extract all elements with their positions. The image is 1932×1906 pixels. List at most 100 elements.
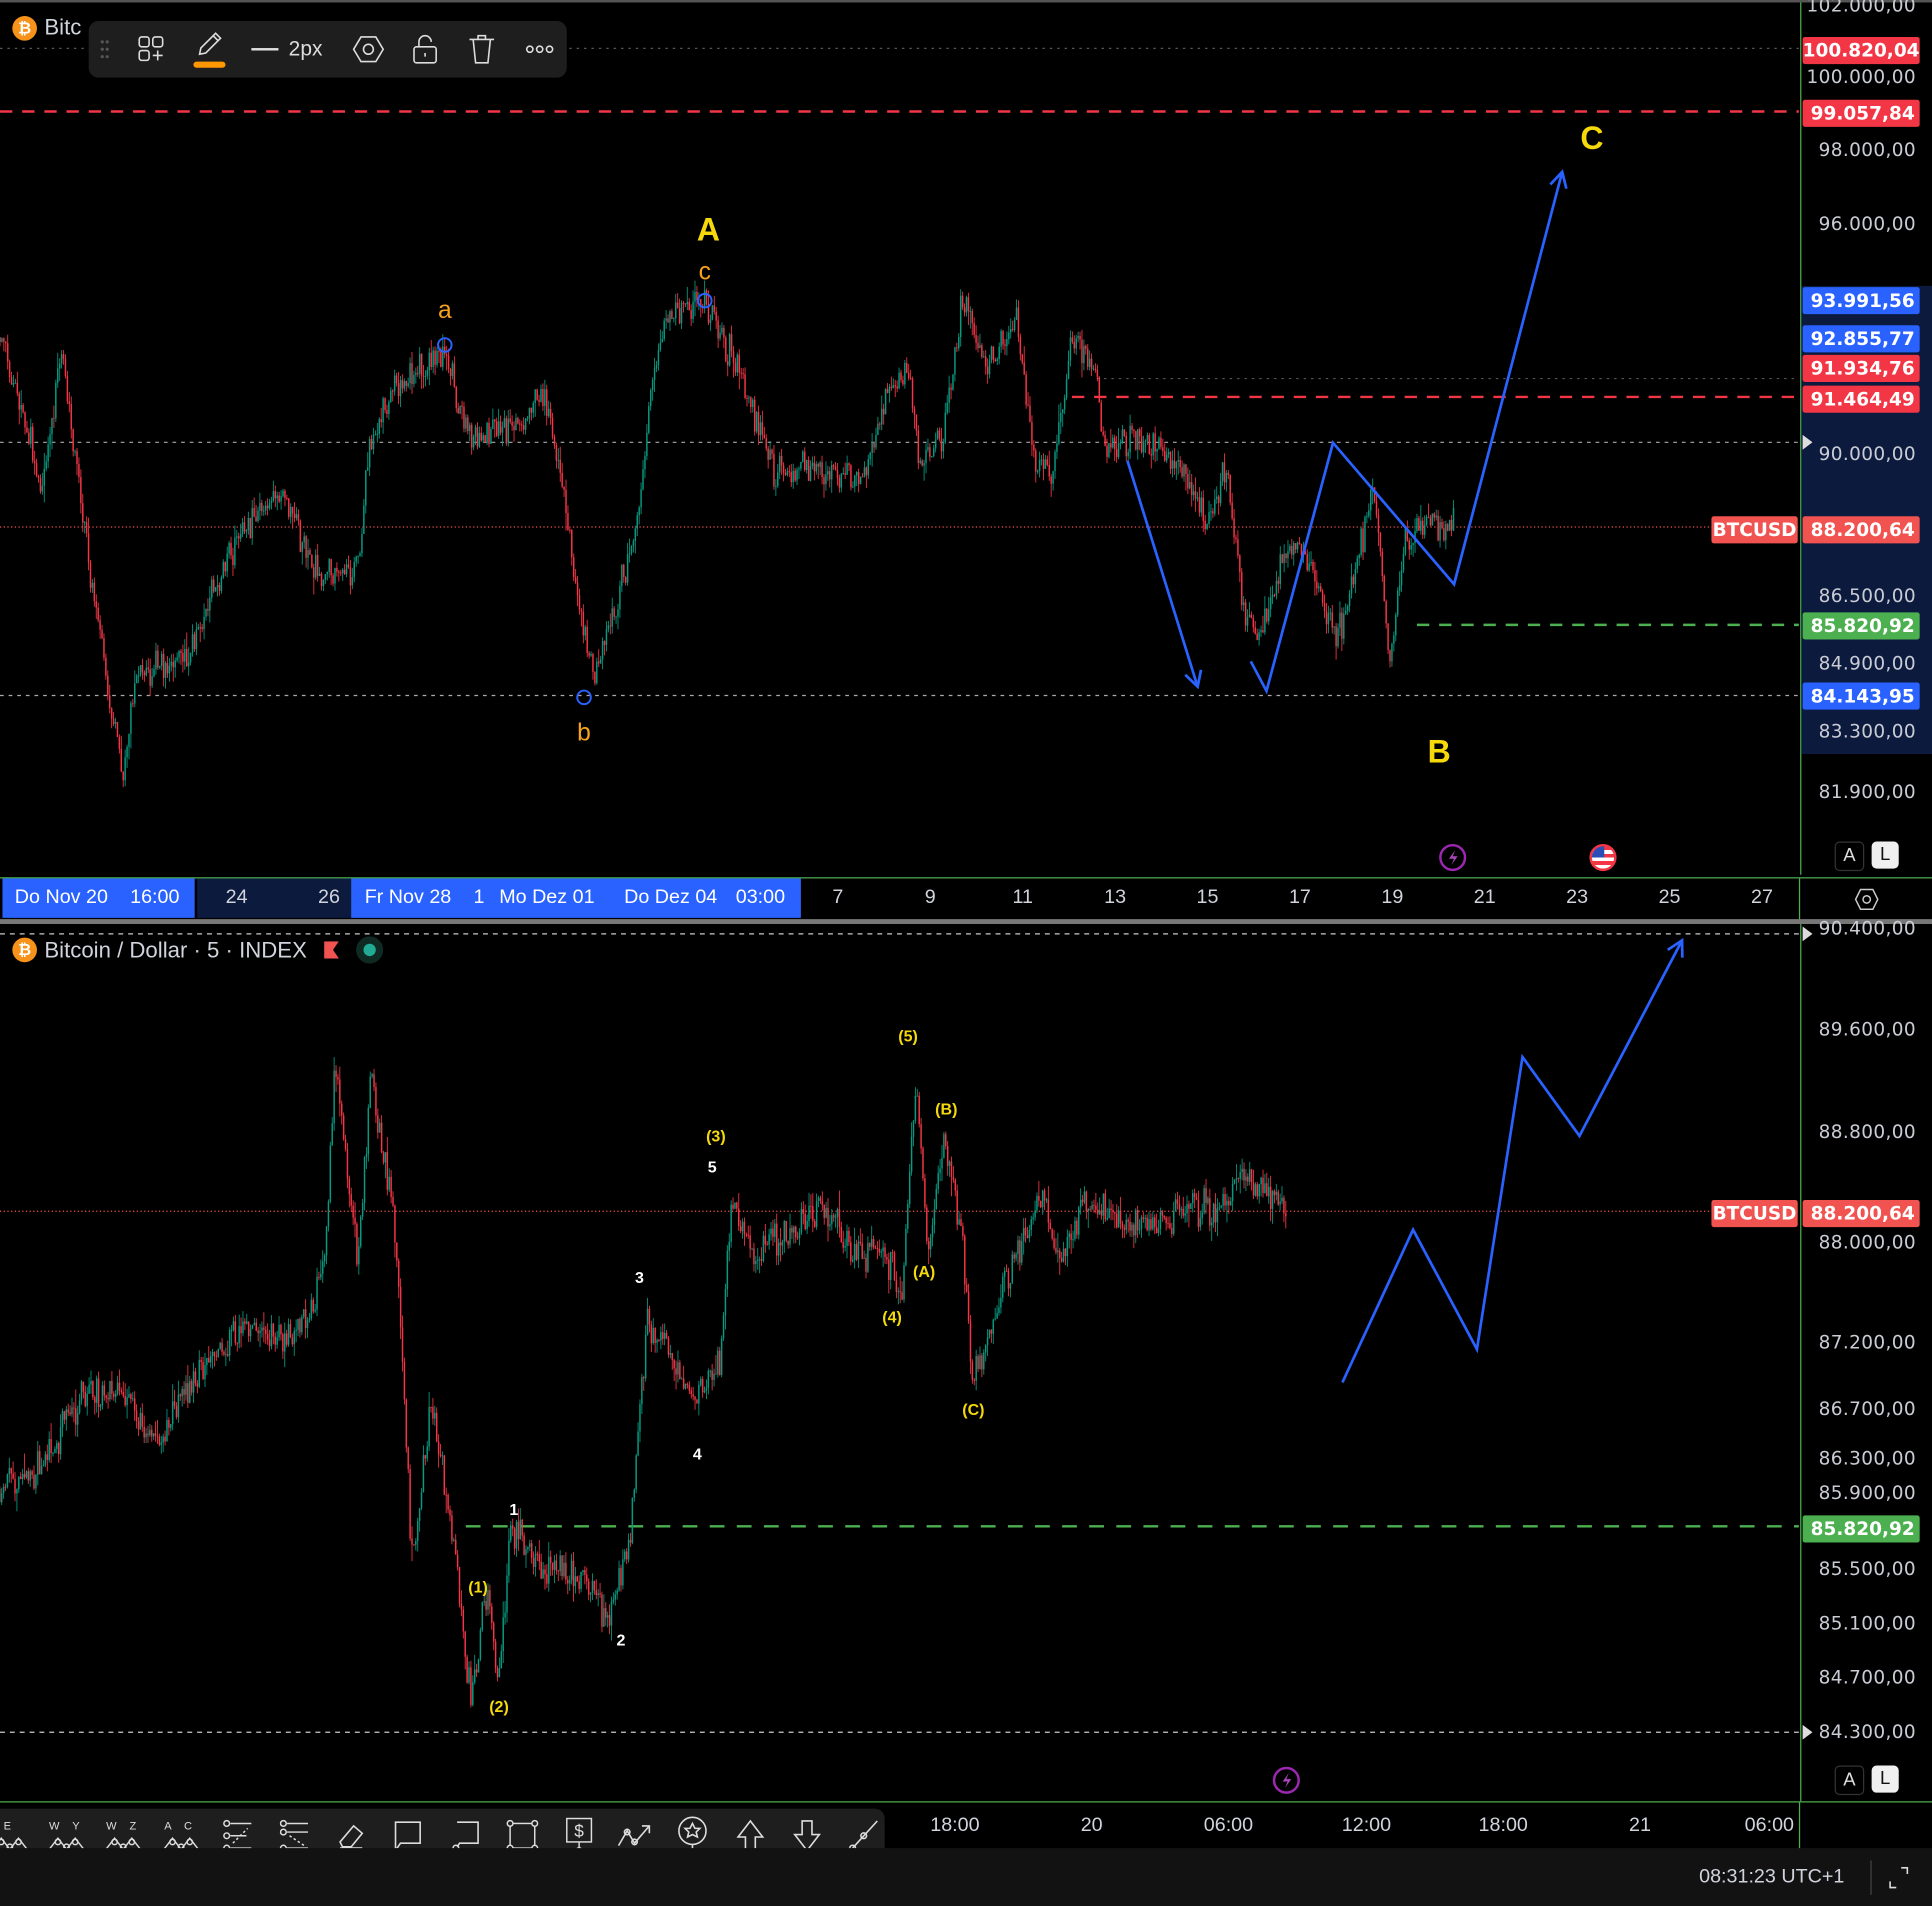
- target-price-label[interactable]: 85.820,92: [1802, 1515, 1920, 1543]
- wave-label-3[interactable]: 3: [635, 1268, 644, 1287]
- candle-body: [1072, 1239, 1074, 1241]
- candle-body: [177, 1394, 180, 1417]
- wave-label-C[interactable]: C: [1580, 119, 1604, 157]
- wave-label-5-paren[interactable]: (5): [898, 1026, 918, 1046]
- wave-label-C-paren[interactable]: (C): [962, 1400, 985, 1419]
- alert-price-label[interactable]: 100.820,04: [1802, 36, 1920, 65]
- pencil-icon[interactable]: [190, 21, 229, 78]
- alert-price-label[interactable]: 91.464,49: [1802, 385, 1920, 413]
- candle-body: [234, 1321, 237, 1343]
- range-price-label[interactable]: 84.143,95: [1802, 682, 1920, 710]
- tool-trend-arrow[interactable]: [611, 1809, 660, 1868]
- alert-marker-icon[interactable]: [1802, 926, 1813, 942]
- candle-body: [827, 1207, 829, 1227]
- candle-body: [1152, 1217, 1154, 1230]
- line-width-selector[interactable]: 2px: [249, 21, 325, 78]
- candle-body: [867, 459, 870, 476]
- wave-label-A-paren[interactable]: (A): [912, 1262, 936, 1281]
- candle-body: [613, 608, 615, 617]
- candle-body: [890, 386, 893, 389]
- candle-body: [1008, 332, 1010, 340]
- alert-price-label[interactable]: 91.934,76: [1802, 354, 1920, 382]
- settings-icon[interactable]: [1854, 888, 1879, 916]
- wave-label-b[interactable]: b: [577, 719, 591, 747]
- data-status-icon[interactable]: [356, 936, 384, 964]
- wave-label-3-paren[interactable]: (3): [706, 1126, 726, 1146]
- wave-label-4-paren[interactable]: (4): [882, 1307, 902, 1327]
- more-icon[interactable]: [520, 21, 559, 78]
- bottom-price-axis[interactable]: 90.400,00 89.600,00 88.800,00 88.000,00 …: [1800, 918, 1932, 1802]
- candle-body: [559, 459, 561, 473]
- target-price-label[interactable]: 85.820,92: [1802, 612, 1920, 640]
- candle-body: [675, 1368, 677, 1375]
- wave-label-1-paren[interactable]: (1): [468, 1577, 488, 1597]
- wave-label-B[interactable]: B: [1427, 733, 1451, 771]
- unlock-icon[interactable]: [407, 21, 444, 78]
- candle-body: [1004, 344, 1006, 347]
- tool-fib-retracement[interactable]: [213, 1809, 262, 1868]
- range-price-label[interactable]: 93.991,56: [1802, 287, 1920, 315]
- bottom-legend[interactable]: ₿ Bitcoin / Dollar · 5 · INDEX: [12, 936, 384, 964]
- fullscreen-icon[interactable]: [1889, 1867, 1909, 1895]
- wave-label-a[interactable]: a: [437, 296, 452, 325]
- tool-eraser[interactable]: [327, 1809, 376, 1868]
- clock-timezone[interactable]: 08:31:23 UTC+1: [1699, 1866, 1845, 1888]
- wave-label-4[interactable]: 4: [692, 1444, 702, 1464]
- candle-body: [1177, 459, 1179, 462]
- add-objects-icon[interactable]: [133, 21, 170, 78]
- wave-label-2-paren[interactable]: (2): [489, 1697, 509, 1716]
- wave-label-c[interactable]: c: [698, 258, 711, 286]
- wave-label-2[interactable]: 2: [616, 1630, 626, 1650]
- top-chart-plot[interactable]: [0, 2, 1799, 874]
- market-closed-flag-icon[interactable]: [324, 941, 339, 959]
- settings-icon[interactable]: [350, 21, 387, 78]
- bottom-chart-pane[interactable]: ₿ Bitcoin / Dollar · 5 · INDEX: [0, 924, 1932, 1802]
- auto-scale-button[interactable]: A: [1834, 841, 1865, 872]
- tool-elliott-triple-combo[interactable]: W Y: [42, 1809, 91, 1868]
- candle-body: [1024, 1227, 1027, 1236]
- candle-body: [929, 1237, 932, 1250]
- candle-body: [994, 1318, 996, 1320]
- top-chart-pane[interactable]: ₿ Bitc 2px: [0, 0, 1932, 923]
- drawing-object-toolbar[interactable]: 2px: [88, 20, 567, 78]
- tool-arrow-down[interactable]: [782, 1809, 831, 1868]
- pane-separator[interactable]: [0, 919, 1932, 925]
- log-scale-button[interactable]: L: [1871, 1765, 1899, 1793]
- candle-body: [133, 1398, 136, 1411]
- top-legend[interactable]: ₿ Bitc: [12, 15, 81, 41]
- alert-marker-icon[interactable]: [1802, 434, 1813, 450]
- candle-body: [1220, 1205, 1222, 1208]
- range-price-label[interactable]: 92.855,77: [1802, 325, 1920, 353]
- wave-label-1[interactable]: 1: [509, 1500, 519, 1519]
- candle-body: [905, 1228, 907, 1266]
- candle-body: [757, 412, 760, 436]
- alert-marker-icon[interactable]: [1802, 1724, 1813, 1740]
- lightning-event-icon[interactable]: [1272, 1766, 1300, 1794]
- candle-body: [965, 297, 968, 313]
- wave-label-A[interactable]: A: [696, 210, 721, 248]
- candle-body: [196, 1383, 199, 1387]
- auto-scale-button[interactable]: A: [1834, 1765, 1865, 1796]
- candle-body: [1408, 540, 1410, 550]
- color-swatch[interactable]: [193, 61, 226, 68]
- top-time-axis[interactable]: Do Nov 20 16:00 24 26 Fr Nov 28 1 Mo Dez…: [0, 877, 1932, 923]
- candle-body: [475, 1669, 478, 1673]
- candle-body: [1248, 1169, 1251, 1182]
- bottom-time-axis[interactable]: 18:00 20 06:00 12:00 18:00 21 06:00: [0, 1801, 1932, 1850]
- candle-body: [747, 1234, 749, 1236]
- candle-body: [338, 571, 340, 573]
- top-price-axis[interactable]: 102.000,00 100.000,00 98.000,00 96.000,0…: [1800, 0, 1932, 875]
- drag-handle-icon[interactable]: [96, 21, 113, 78]
- trash-icon[interactable]: [463, 21, 500, 78]
- bottom-chart-plot[interactable]: [0, 0, 1799, 1801]
- alert-price-label[interactable]: 99.057,84: [1802, 99, 1920, 127]
- candle-body: [1281, 1197, 1283, 1202]
- log-scale-button[interactable]: L: [1871, 841, 1899, 869]
- lightning-event-icon[interactable]: [1439, 843, 1467, 872]
- wave-label-B-paren[interactable]: (B): [935, 1099, 958, 1119]
- wave-label-5[interactable]: 5: [707, 1157, 717, 1177]
- us-flag-event-icon[interactable]: [1589, 843, 1617, 872]
- candle-body: [1031, 421, 1033, 445]
- candle-body: [743, 1221, 746, 1235]
- tool-callout[interactable]: [384, 1809, 433, 1868]
